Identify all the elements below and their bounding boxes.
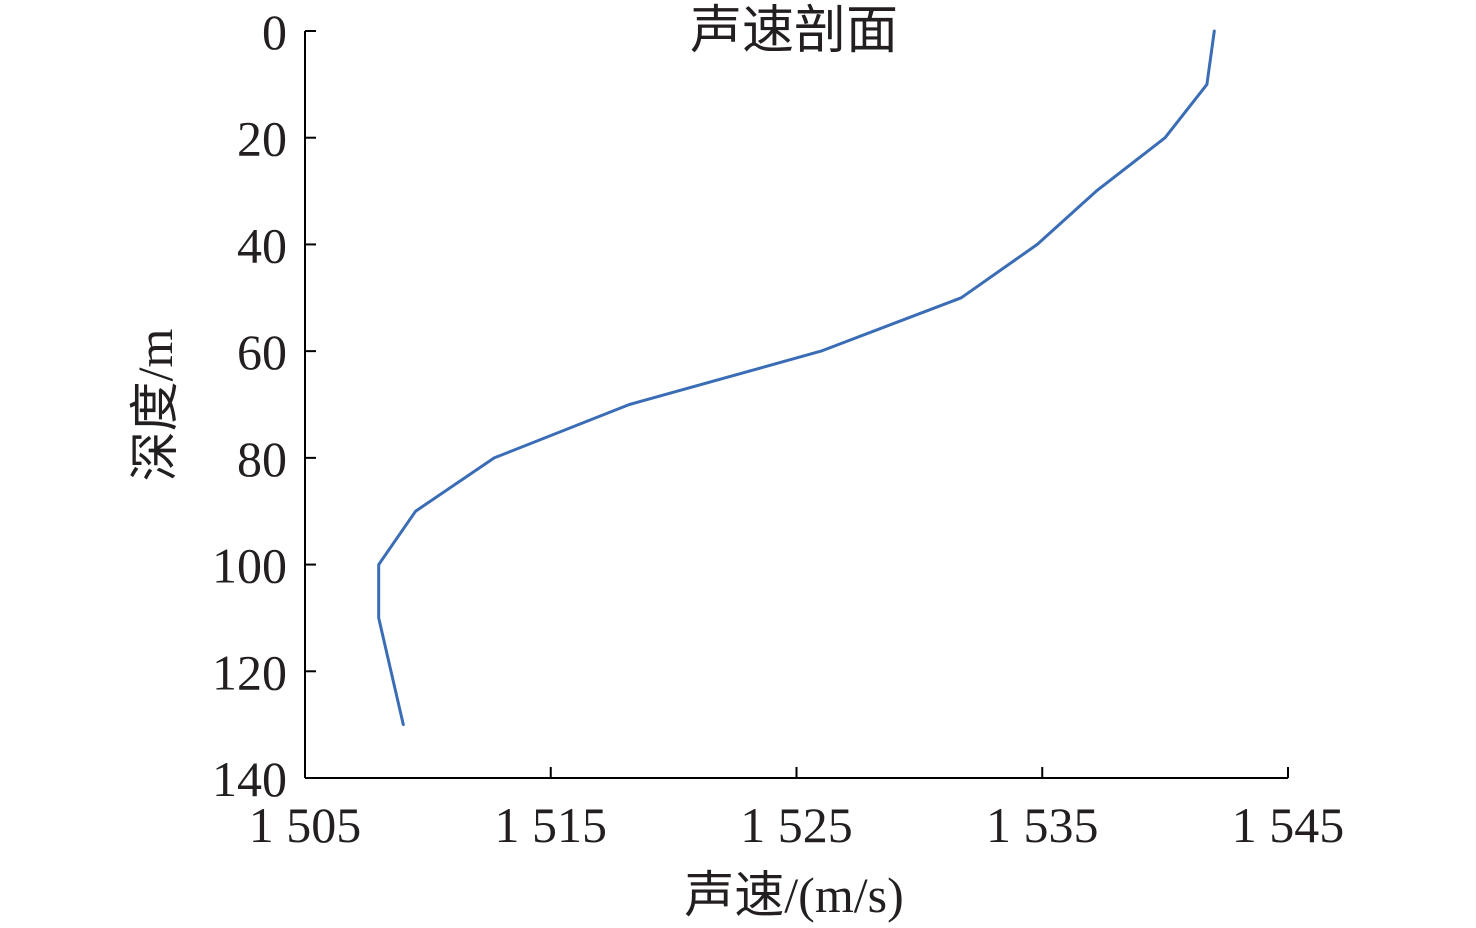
y-tick-label: 140 bbox=[212, 751, 287, 807]
ticks: 1 505 1 515 1 525 1 535 1 545 0 20 40 60 80 100 120… bbox=[212, 4, 1344, 853]
axes bbox=[304, 31, 1288, 779]
x-tick-label: 1 505 bbox=[249, 797, 362, 853]
series-line bbox=[377, 29, 1216, 727]
y-tick-label: 120 bbox=[212, 644, 287, 700]
y-axis-title: 深度/m bbox=[127, 329, 183, 482]
x-tick-label: 1 525 bbox=[740, 797, 853, 853]
chart-title: 声速剖面 bbox=[690, 3, 898, 60]
y-tick-label: 60 bbox=[237, 324, 287, 380]
y-tick-label: 100 bbox=[212, 538, 287, 594]
y-tick-label: 80 bbox=[237, 431, 287, 487]
y-tick-label: 20 bbox=[237, 111, 287, 167]
x-tick-label: 1 515 bbox=[495, 797, 608, 853]
series-layer bbox=[377, 29, 1216, 727]
x-tick-label: 1 545 bbox=[1232, 797, 1345, 853]
y-tick-label: 40 bbox=[237, 217, 287, 273]
y-tick-label: 0 bbox=[262, 4, 287, 60]
x-tick-label: 1 535 bbox=[986, 797, 1099, 853]
x-axis-title: 声速/(m/s) bbox=[684, 867, 903, 923]
